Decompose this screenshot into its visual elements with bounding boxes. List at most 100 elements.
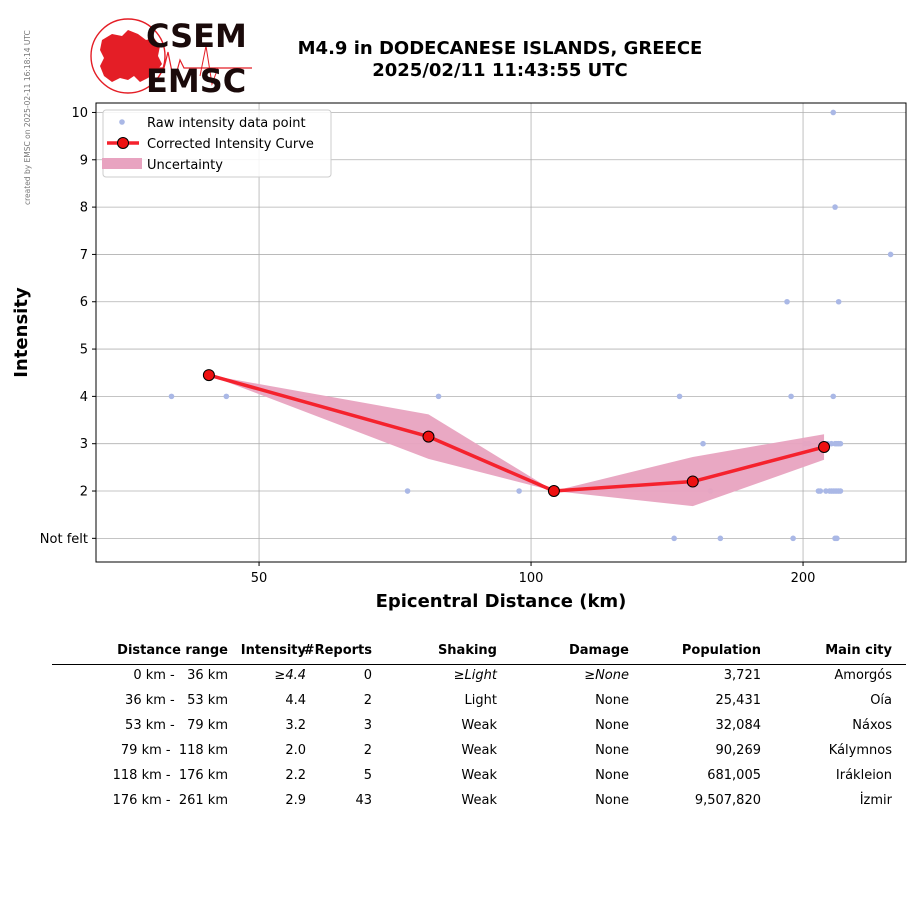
raw-data-point [887, 251, 894, 258]
cell-main-city: İzmir [859, 793, 892, 808]
intensity-table: Distance range Intensity #Reports Shaking Da… [52, 640, 906, 815]
cell-shaking: ≥Light [453, 668, 497, 683]
curve-point [818, 441, 831, 454]
raw-data-point [516, 488, 522, 494]
y-tick-label: 6 [80, 295, 88, 310]
cell-population: 3,721 [723, 668, 761, 683]
table-body: 0 km - 36 km ≥4.4 0 ≥Light ≥None 3,721 Amorgós… [52, 665, 906, 815]
cell-distance-range: 79 km - 118 km [120, 743, 228, 758]
cell-population: 32,084 [715, 718, 762, 733]
raw-data-point [404, 488, 411, 494]
curve-point [686, 475, 699, 488]
cell-population: 681,005 [707, 768, 761, 783]
cell-intensity: ≥4.4 [274, 668, 306, 683]
curve-point [547, 485, 560, 498]
legend-raw-marker [119, 119, 125, 125]
cell-shaking: Light [464, 693, 497, 708]
y-axis-label: Intensity [11, 287, 32, 378]
y-tick-label: 5 [80, 343, 88, 358]
header-main-city: Main city [825, 643, 892, 658]
y-tick-label: 9 [80, 153, 88, 168]
y-tick-label: 3 [80, 437, 88, 452]
cell-damage: None [595, 743, 629, 758]
table-row: 36 km - 53 km 4.4 2 Light None 25,431 Oía [52, 690, 906, 715]
cell-damage: None [595, 793, 629, 808]
cell-shaking: Weak [461, 768, 497, 783]
raw-data-point [784, 298, 790, 305]
chart-title: M4.9 in DODECANESE ISLANDS, GREECE 2025/… [270, 38, 730, 82]
cell-reports: 0 [363, 668, 372, 683]
table-row: 176 km - 261 km 2.9 43 Weak None 9,507,820 İzm… [52, 790, 906, 815]
y-tick-label: 10 [71, 106, 88, 121]
raw-data-point [717, 535, 724, 542]
legend-uncertainty-label: Uncertainty [147, 158, 223, 173]
csem-emsc-logo: CSEM EMSC [90, 17, 252, 98]
raw-data-point [223, 393, 230, 400]
cell-distance-range: 0 km - 36 km [133, 668, 228, 683]
cell-damage: None [595, 718, 629, 733]
title-line-1: M4.9 in DODECANESE ISLANDS, GREECE [297, 38, 703, 59]
cell-damage: None [595, 693, 629, 708]
raw-data-point [835, 298, 842, 305]
table-row: 118 km - 176 km 2.2 5 Weak None 681,005 Irákle… [52, 765, 906, 790]
legend-curve-marker [117, 137, 129, 149]
title-line-2: 2025/02/11 11:43:55 UTC [372, 60, 628, 81]
plot-frame [95, 102, 907, 563]
legend-box [102, 109, 332, 178]
cell-intensity: 2.2 [285, 768, 306, 783]
cell-main-city: Oía [870, 693, 892, 708]
x-tick-label: 100 [519, 571, 544, 586]
legend-raw-label: Raw intensity data point [147, 116, 306, 131]
cell-population: 25,431 [715, 693, 762, 708]
curve-point [422, 430, 435, 443]
cell-distance-range: 176 km - 261 km [112, 793, 228, 808]
raw-data-point [671, 535, 677, 542]
uncertainty-band [208, 375, 825, 507]
y-tick-label: Not felt [40, 532, 88, 547]
x-tick-label: 50 [251, 571, 268, 586]
cell-damage: ≥None [584, 668, 629, 683]
logo-csem-text: CSEM [146, 17, 247, 55]
raw-data-point [817, 488, 824, 494]
legend-curve-label: Corrected Intensity Curve [147, 137, 314, 152]
cell-reports: 2 [363, 693, 372, 708]
header-reports: #Reports [303, 643, 372, 658]
header-intensity: Intensity [240, 643, 306, 658]
cell-main-city: Kálymnos [828, 743, 892, 758]
raw-data-point [700, 440, 706, 447]
cell-damage: None [595, 768, 629, 783]
raw-data-point [788, 393, 794, 400]
cell-shaking: Weak [461, 793, 497, 808]
y-tick-label: 7 [80, 248, 88, 263]
cell-reports: 2 [363, 743, 372, 758]
raw-data-point [168, 393, 175, 400]
y-tick-label: 4 [80, 390, 88, 405]
header-population: Population [681, 643, 761, 658]
raw-data-point [837, 440, 844, 447]
cell-intensity: 2.9 [285, 793, 306, 808]
header-damage: Damage [568, 643, 629, 658]
raw-data-point [837, 488, 844, 494]
cell-distance-range: 36 km - 53 km [125, 693, 228, 708]
raw-data-point [832, 204, 838, 210]
y-tick-label: 8 [80, 201, 88, 216]
intensity-chart: Not felt 2 3 4 5 6 7 8 9 10 50 100 200 Epicentral Dis… [11, 102, 907, 612]
raw-data-point [830, 393, 837, 400]
logo-emsc-text: EMSC [146, 62, 246, 98]
cell-intensity: 2.0 [285, 743, 306, 758]
cell-shaking: Weak [461, 743, 497, 758]
cell-reports: 43 [355, 793, 372, 808]
cell-intensity: 3.2 [285, 718, 306, 733]
legend-uncertainty-swatch [102, 158, 142, 169]
table-row: 79 km - 118 km 2.0 2 Weak None 90,269 Kálymnos [52, 740, 906, 765]
cell-main-city: Náxos [852, 718, 892, 733]
raw-data-point [834, 535, 840, 542]
raw-data-point [830, 109, 837, 116]
cell-reports: 5 [363, 768, 372, 783]
cell-population: 9,507,820 [694, 793, 761, 808]
raw-data-point [435, 393, 442, 400]
raw-data-point [790, 535, 796, 542]
cell-distance-range: 53 km - 79 km [125, 718, 228, 733]
cell-distance-range: 118 km - 176 km [112, 768, 228, 783]
table-header-row: Distance range Intensity #Reports Shaking Da… [52, 640, 906, 665]
